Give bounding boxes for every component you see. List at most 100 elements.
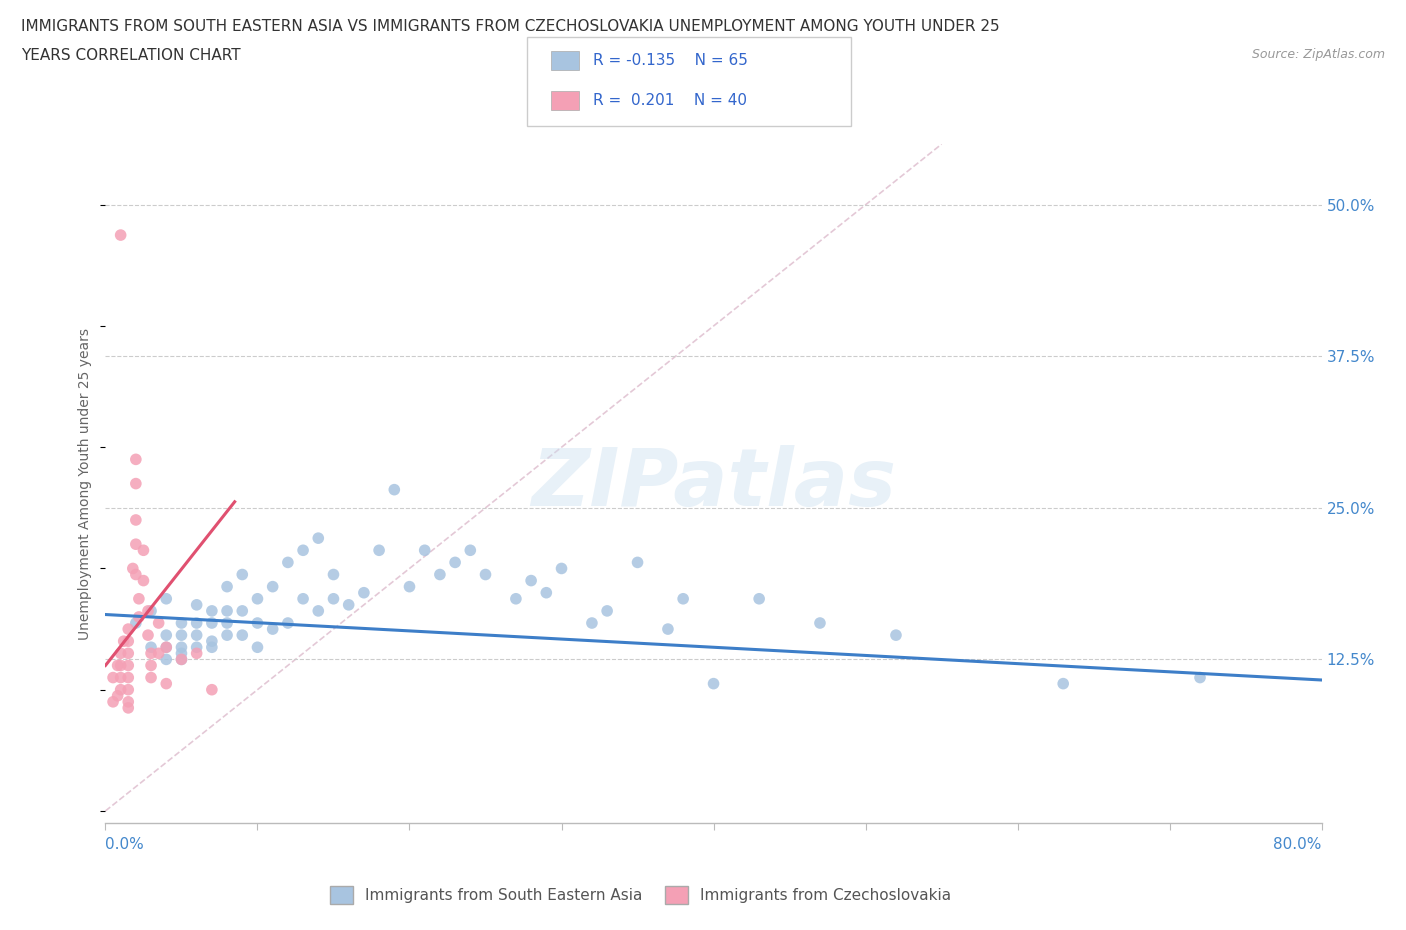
Point [429, 567, 451, 582]
Point [121, 561, 143, 576]
Point [148, 646, 170, 661]
Point [201, 640, 224, 655]
Point [170, 616, 193, 631]
Point [1052, 676, 1074, 691]
Point [125, 476, 148, 491]
Point [337, 597, 360, 612]
Text: Source: ZipAtlas.com: Source: ZipAtlas.com [1251, 48, 1385, 61]
Point [246, 640, 269, 655]
Point [217, 616, 239, 631]
Point [125, 512, 148, 527]
Point [1188, 671, 1211, 685]
Legend: Immigrants from South Eastern Asia, Immigrants from Czechoslovakia: Immigrants from South Eastern Asia, Immi… [323, 880, 957, 910]
Point [262, 621, 284, 636]
Point [186, 646, 208, 661]
Point [110, 228, 132, 243]
Point [170, 628, 193, 643]
Point [626, 555, 648, 570]
Y-axis label: Unemployment Among Youth under 25 years: Unemployment Among Youth under 25 years [79, 327, 93, 640]
Point [128, 609, 150, 624]
Point [125, 616, 148, 631]
Point [155, 676, 177, 691]
Point [139, 646, 162, 661]
Point [398, 579, 420, 594]
Point [170, 640, 193, 655]
Point [117, 683, 139, 698]
Point [139, 658, 162, 673]
Point [201, 616, 224, 631]
Point [520, 573, 543, 588]
Text: R = -0.135    N = 65: R = -0.135 N = 65 [593, 53, 748, 68]
Point [155, 591, 177, 606]
Point [217, 604, 239, 618]
Point [110, 658, 132, 673]
Point [128, 591, 150, 606]
Point [170, 652, 193, 667]
Point [201, 604, 224, 618]
Point [231, 567, 253, 582]
Point [125, 537, 148, 551]
Text: YEARS CORRELATION CHART: YEARS CORRELATION CHART [21, 48, 240, 63]
Point [186, 597, 208, 612]
Point [139, 604, 162, 618]
Point [596, 604, 619, 618]
Point [107, 658, 129, 673]
Point [186, 616, 208, 631]
Point [110, 646, 132, 661]
Point [262, 579, 284, 594]
Point [201, 683, 224, 698]
Point [292, 543, 315, 558]
Point [155, 640, 177, 655]
Text: 80.0%: 80.0% [1274, 837, 1322, 852]
Point [322, 591, 344, 606]
Point [368, 543, 391, 558]
Point [277, 555, 299, 570]
Point [884, 628, 907, 643]
Point [231, 604, 253, 618]
Point [136, 604, 159, 618]
Text: R =  0.201    N = 40: R = 0.201 N = 40 [593, 93, 748, 108]
Point [107, 688, 129, 703]
Point [474, 567, 496, 582]
Text: 0.0%: 0.0% [105, 837, 145, 852]
Point [132, 543, 155, 558]
Point [117, 621, 139, 636]
Point [101, 671, 124, 685]
Point [458, 543, 481, 558]
Point [112, 633, 135, 648]
Point [382, 483, 405, 498]
Point [550, 561, 572, 576]
Point [246, 591, 269, 606]
Point [117, 700, 139, 715]
Point [139, 671, 162, 685]
Text: ZIPatlas: ZIPatlas [531, 445, 896, 523]
Point [444, 555, 467, 570]
Point [217, 579, 239, 594]
Point [231, 628, 253, 643]
Text: IMMIGRANTS FROM SOUTH EASTERN ASIA VS IMMIGRANTS FROM CZECHOSLOVAKIA UNEMPLOYMEN: IMMIGRANTS FROM SOUTH EASTERN ASIA VS IM… [21, 19, 1000, 33]
Point [536, 585, 558, 600]
Point [117, 633, 139, 648]
Point [136, 628, 159, 643]
Point [117, 658, 139, 673]
Point [132, 573, 155, 588]
Point [125, 567, 148, 582]
Point [201, 633, 224, 648]
Point [322, 567, 344, 582]
Point [808, 616, 831, 631]
Point [125, 452, 148, 467]
Point [702, 676, 725, 691]
Point [170, 646, 193, 661]
Point [139, 640, 162, 655]
Point [117, 646, 139, 661]
Point [581, 616, 603, 631]
Point [186, 628, 208, 643]
Point [277, 616, 299, 631]
Point [292, 591, 315, 606]
Point [413, 543, 436, 558]
Point [170, 652, 193, 667]
Point [101, 695, 124, 710]
Point [117, 671, 139, 685]
Point [155, 652, 177, 667]
Point [353, 585, 375, 600]
